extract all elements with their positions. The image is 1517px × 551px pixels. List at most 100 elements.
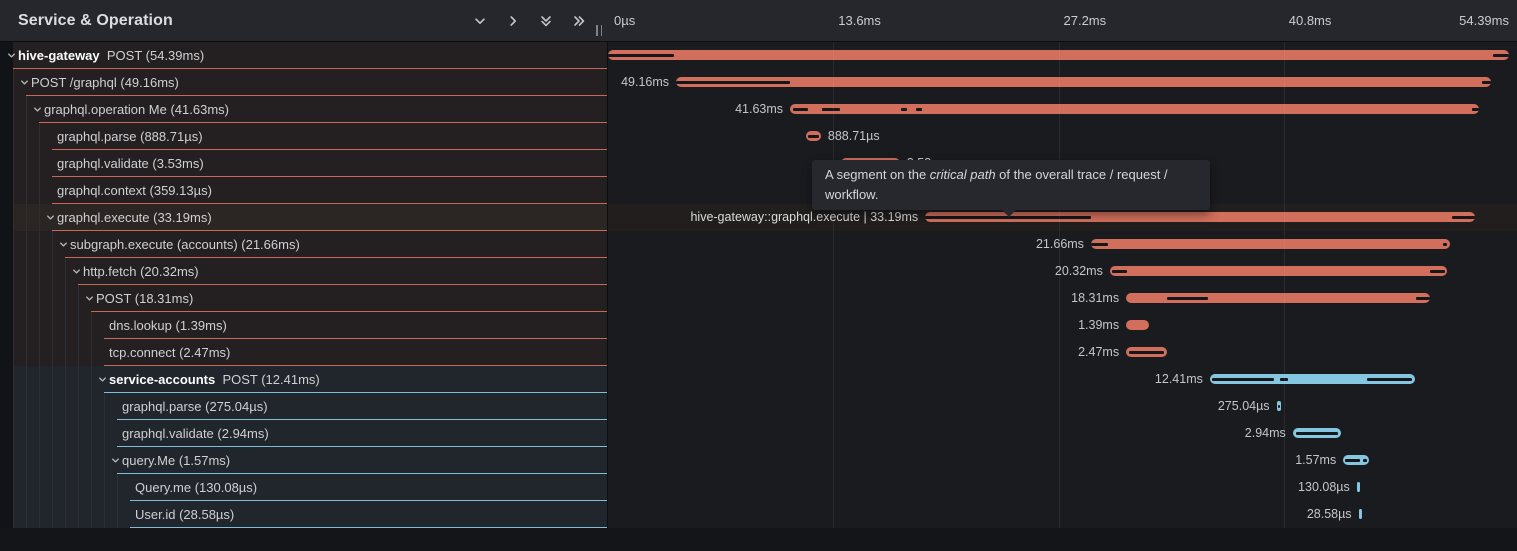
span-bar[interactable] [1090,239,1450,249]
span-tree-item[interactable]: tcp.connect (2.47ms) [0,339,608,366]
tooltip-text-emphasis: critical path [929,167,996,182]
span-tree-item[interactable]: hive-gateway POST (54.39ms) [0,42,608,69]
span-bar-cell: 1.39ms [608,312,1517,339]
span-tree-item[interactable]: query.Me (1.57ms) [0,447,608,474]
chevrons-right-icon[interactable] [571,13,587,29]
span-tree-item[interactable]: graphql.execute (33.19ms) [0,204,608,231]
row-color-border [78,284,608,285]
span-tree-item[interactable]: POST /graphql (49.16ms) [0,69,608,96]
pane-resize-grip[interactable] [596,25,602,36]
critical-path-segment [792,107,808,111]
span-duration-label: 275.04µs [1217,399,1270,413]
indent-guide [65,312,66,339]
span-bar[interactable] [1292,428,1342,438]
chevron-down-icon[interactable] [84,293,96,305]
span-duration-label: 49.16ms [621,75,670,89]
span-duration-label: 41.63ms [735,102,784,116]
indent-guide [91,339,92,366]
service-name: service-accounts [109,372,216,387]
chevron-placeholder [45,131,57,143]
panel-header: Service & Operation 0µs 13.6ms 27.2ms 40.8m… [0,0,1517,42]
span-bar[interactable] [806,131,821,141]
span-bar[interactable] [1209,374,1416,384]
indent-guide [26,96,27,123]
span-bar[interactable] [1126,293,1430,303]
span-duration-label: 2.94ms [1244,426,1286,440]
chevron-down-icon[interactable] [110,455,122,467]
span-bar[interactable] [925,212,1475,222]
chevron-down-icon[interactable] [32,104,44,116]
chevron-placeholder [110,428,122,440]
span-duration-label: 130.08µs [1298,480,1350,494]
operation-name: query.Me (1.57ms) [122,453,231,468]
span-bar[interactable] [1109,266,1447,276]
span-tree-item[interactable]: Query.me (130.08µs) [0,474,608,501]
span-tree-item[interactable]: subgraph.execute (accounts) (21.66ms) [0,231,608,258]
span-bar[interactable] [1126,320,1150,330]
span-tree-item[interactable]: service-accounts POST (12.41ms) [0,366,608,393]
span-tree-item[interactable]: graphql.parse (275.04µs) [0,393,608,420]
span-bar[interactable] [790,104,1480,114]
operation-name: graphql.validate (2.94ms) [122,426,269,441]
span-rows: hive-gateway POST (54.39ms) POST /graphql… [0,42,1517,528]
indent-guide [91,393,92,420]
indent-guide [13,123,14,150]
operation-name: graphql.context (359.13µs) [57,183,212,198]
span-tree-item[interactable]: http.fetch (20.32ms) [0,258,608,285]
span-bar[interactable] [1356,482,1360,492]
indent-guide [39,339,40,366]
span-row: graphql.operation Me (41.63ms) 41.63ms [0,96,1517,123]
indent-guide [78,285,79,312]
indent-guide [65,474,66,501]
indent-guide [78,339,79,366]
indent-guide [13,420,14,447]
chevron-down-icon[interactable] [472,13,488,29]
span-bar-cell: 12.41ms [608,366,1517,393]
span-tree-item[interactable]: graphql.validate (3.53ms) [0,150,608,177]
chevron-right-icon[interactable] [505,13,521,29]
span-tree-item[interactable]: graphql.parse (888.71µs) [0,123,608,150]
chevron-down-icon[interactable] [58,239,70,251]
span-bar[interactable] [1343,455,1370,465]
span-tree-item[interactable]: graphql.operation Me (41.63ms) [0,96,608,123]
span-bar[interactable] [1276,401,1282,411]
span-bar[interactable] [1126,347,1167,357]
critical-path-segment [1443,242,1448,246]
span-bar[interactable] [676,77,1491,87]
indent-guide [65,285,66,312]
critical-path-segment [1280,377,1288,381]
indent-guide [13,177,14,204]
row-color-border [52,176,608,177]
critical-path-segment [1344,458,1361,462]
span-row: graphql.validate (3.53ms)3.53ms [0,150,1517,177]
span-bar-cell: 41.63ms [608,96,1517,123]
chevron-placeholder [97,347,109,359]
critical-path-segment [1277,404,1280,408]
span-bar-track: 12.41ms [608,366,1509,393]
chevron-down-icon[interactable] [97,374,109,386]
span-bar[interactable] [608,50,1509,60]
chevron-placeholder [45,158,57,170]
pane-divider[interactable] [607,0,608,528]
operation-name: graphql.execute (33.19ms) [57,210,212,225]
chevron-down-icon[interactable] [19,77,31,89]
span-duration-label: 20.32ms [1054,264,1103,278]
chevron-down-icon[interactable] [71,266,83,278]
span-tree-item[interactable]: POST (18.31ms) [0,285,608,312]
span-bar-track: 1.39ms [608,312,1509,339]
chevron-down-icon[interactable] [6,50,18,62]
chevron-down-icon[interactable] [45,212,57,224]
span-tree-item[interactable]: graphql.context (359.13µs) [0,177,608,204]
tooltip-text: A segment on the [825,167,930,182]
span-bar[interactable] [1358,509,1362,519]
span-tree-item[interactable]: dns.lookup (1.39ms) [0,312,608,339]
chevron-placeholder [123,482,135,494]
indent-guide [39,231,40,258]
span-row: POST (18.31ms) 18.31ms [0,285,1517,312]
span-tree-item[interactable]: User.id (28.58µs) [0,501,608,528]
span-tree-item[interactable]: graphql.validate (2.94ms) [0,420,608,447]
chevrons-down-icon[interactable] [538,13,554,29]
indent-guide [26,204,27,231]
indent-guide [39,150,40,177]
